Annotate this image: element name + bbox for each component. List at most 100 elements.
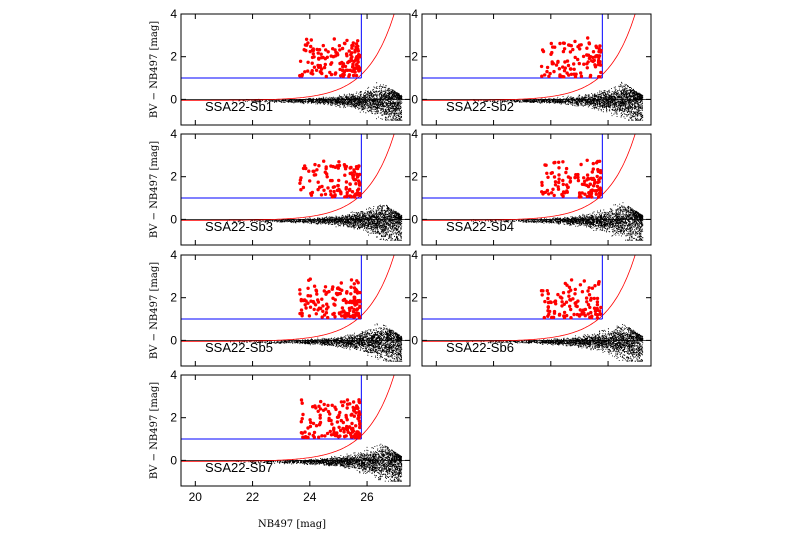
candidate-point (355, 405, 359, 409)
candidate-point (595, 303, 600, 307)
candidate-point (319, 399, 323, 404)
candidate-point (586, 303, 591, 307)
y-tick-label: 4 (411, 127, 418, 141)
candidate-point (351, 43, 355, 47)
candidate-point (315, 168, 319, 172)
candidate-point (562, 310, 567, 315)
candidate-point (309, 191, 313, 196)
candidate-point (567, 294, 571, 298)
candidate-point (588, 75, 592, 79)
candidate-point (331, 194, 335, 198)
selected-objects (539, 36, 603, 79)
panel-2: 0 2 4 SSA22-Sb2 (411, 7, 652, 126)
y-tick-label: 0 (411, 333, 418, 347)
x-axis-label: NB497 [mag] (258, 519, 326, 530)
candidate-point (306, 301, 310, 305)
candidate-point (358, 315, 362, 320)
y-tick-label: 2 (170, 170, 177, 184)
candidate-point (321, 408, 326, 412)
candidate-point (340, 314, 344, 318)
candidate-point (564, 300, 569, 304)
candidate-point (308, 294, 313, 298)
candidate-point (549, 52, 553, 56)
panel-5: 0 2 4 SSA22-Sb5 BV − NB497 [mag] (149, 248, 411, 367)
y-tick-label: 0 (411, 92, 418, 106)
candidate-point (306, 426, 310, 430)
candidate-point (591, 161, 595, 166)
candidate-point (561, 41, 566, 45)
candidate-point (299, 176, 303, 180)
candidate-point (308, 305, 313, 309)
candidate-point (330, 422, 334, 426)
candidate-point (585, 300, 589, 304)
candidate-point (550, 191, 554, 195)
candidate-point (307, 314, 312, 318)
candidate-point (337, 425, 341, 429)
candidate-point (588, 182, 592, 186)
candidate-point (324, 165, 328, 169)
candidate-point (339, 400, 344, 404)
candidate-point (343, 313, 347, 317)
plot-area (181, 375, 410, 482)
candidate-point (320, 71, 324, 76)
candidate-point (358, 421, 362, 426)
candidate-point (596, 282, 601, 286)
candidate-point (356, 57, 360, 61)
candidate-point (349, 195, 353, 199)
candidate-point (578, 308, 582, 312)
candidate-point (569, 67, 573, 71)
candidate-point (301, 435, 305, 439)
limit-curve (422, 14, 636, 101)
y-tick-label: 4 (411, 7, 418, 21)
candidate-point (352, 178, 357, 182)
candidate-point (304, 37, 309, 41)
candidate-point (350, 190, 355, 194)
limit-curve (181, 375, 395, 462)
candidate-point (580, 290, 585, 294)
candidate-point (581, 308, 586, 312)
candidate-point (593, 284, 597, 288)
limit-curve (181, 255, 395, 342)
candidate-point (569, 72, 574, 77)
candidate-point (594, 45, 599, 50)
candidate-point (309, 38, 313, 42)
candidate-point (316, 51, 320, 55)
candidate-point (546, 175, 550, 179)
candidate-point (567, 285, 572, 289)
candidate-point (326, 50, 330, 54)
y-tick-label: 0 (170, 92, 177, 106)
candidate-point (344, 52, 349, 56)
candidate-point (319, 56, 324, 60)
candidate-point (576, 175, 580, 180)
candidate-point (312, 169, 316, 173)
candidate-point (557, 67, 562, 71)
candidate-point (306, 435, 310, 440)
candidate-point (354, 73, 359, 78)
selected-objects (539, 278, 603, 320)
plot-area (181, 255, 410, 362)
candidate-point (300, 417, 304, 421)
candidate-point (598, 63, 603, 67)
selected-objects (298, 159, 362, 199)
candidate-point (298, 292, 302, 296)
candidate-point (552, 161, 556, 165)
candidate-point (565, 190, 569, 194)
candidate-point (328, 189, 333, 193)
candidate-point (598, 44, 602, 48)
candidate-point (338, 428, 343, 433)
candidate-point (310, 61, 314, 65)
panel-name: SSA22-Sb5 (205, 340, 273, 355)
candidate-point (551, 187, 555, 191)
candidate-point (332, 189, 336, 194)
candidate-point (357, 298, 362, 303)
candidate-point (596, 159, 600, 164)
candidate-point (584, 183, 589, 187)
candidate-point (323, 62, 327, 67)
candidate-point (318, 306, 323, 311)
candidate-point (569, 316, 573, 320)
candidate-point (341, 298, 345, 302)
candidate-point (351, 73, 356, 78)
field-objects (450, 324, 644, 362)
y-axis-label: BV − NB497 [mag] (149, 262, 160, 359)
